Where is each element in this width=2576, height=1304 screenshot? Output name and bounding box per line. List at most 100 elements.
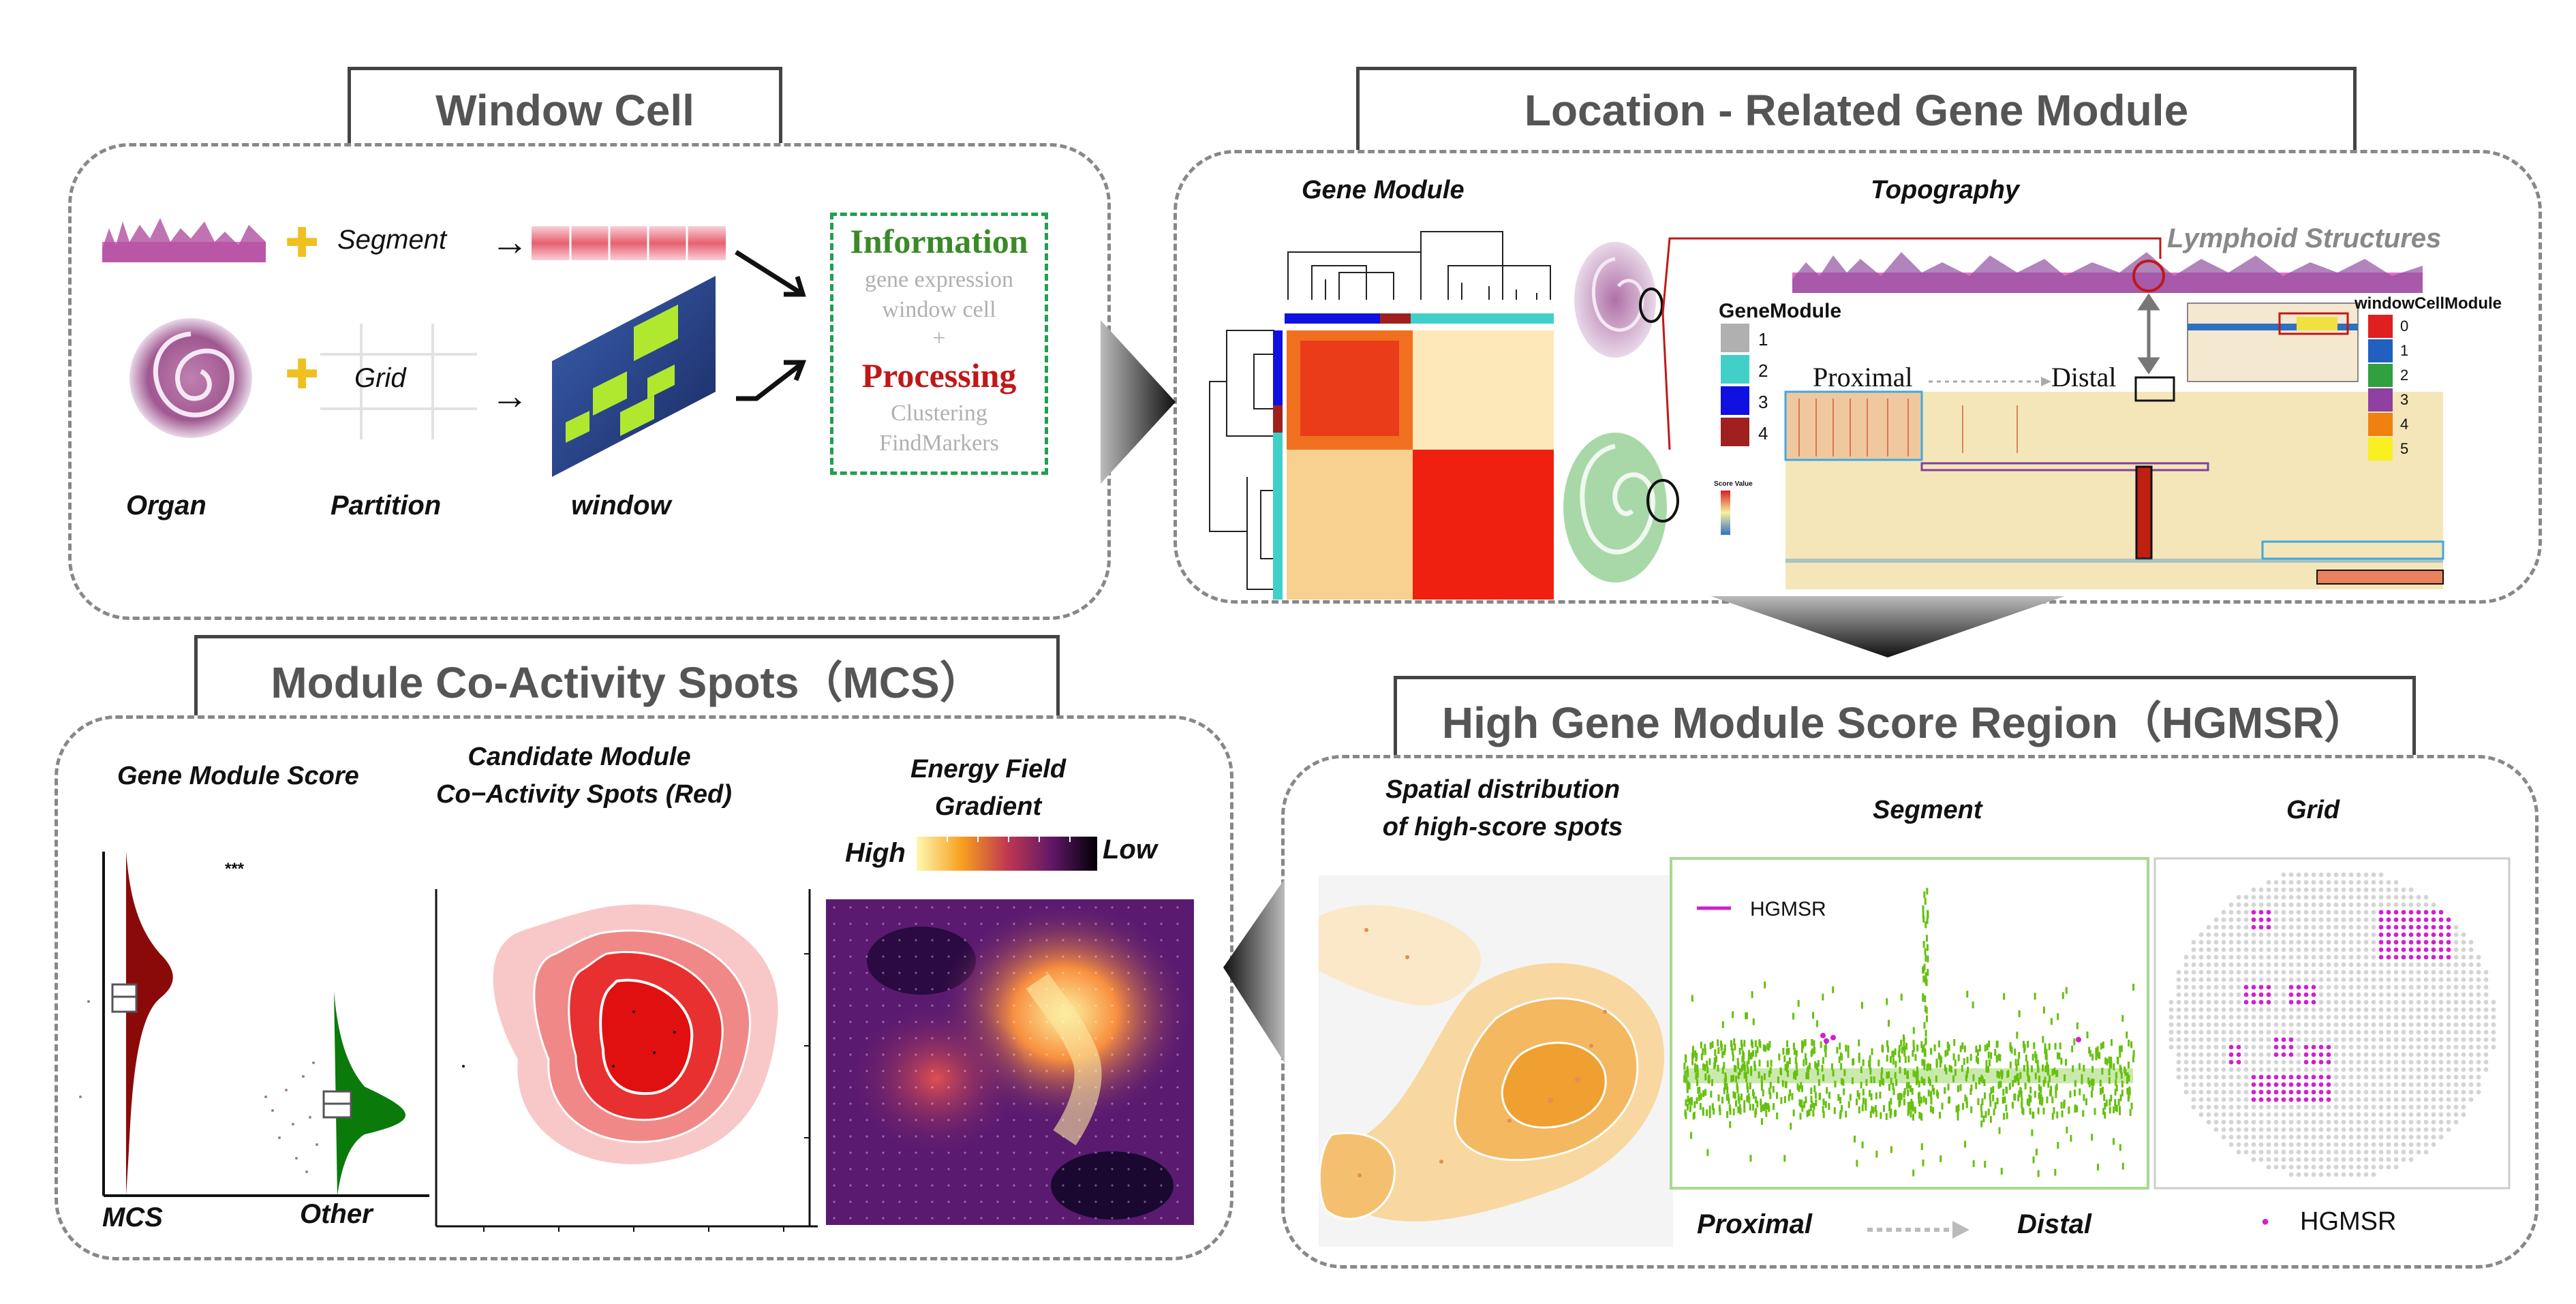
grid-spot xyxy=(2168,999,2174,1005)
field-vector xyxy=(865,1086,868,1089)
grid-spot xyxy=(2423,1142,2429,1147)
grid-spot xyxy=(2318,947,2324,952)
grid-spot xyxy=(2318,992,2324,997)
segment-point xyxy=(1907,1055,1910,1063)
grid-spot xyxy=(2266,1127,2271,1132)
grid-spot xyxy=(2371,1067,2376,1072)
field-vector xyxy=(964,1151,966,1154)
field-vector xyxy=(898,1168,901,1170)
segment-point xyxy=(1786,1061,1789,1069)
grid-spot xyxy=(2273,1029,2279,1035)
grid-spot xyxy=(2236,1007,2241,1012)
grid-spot xyxy=(2356,910,2361,915)
field-vector xyxy=(1078,1217,1081,1220)
grid-spot xyxy=(2326,1029,2331,1035)
field-vector xyxy=(833,1086,835,1089)
field-vector xyxy=(1144,1135,1146,1138)
grid-spot xyxy=(2333,947,2339,952)
grid-spot xyxy=(2303,932,2309,937)
grid-spot xyxy=(2438,1112,2444,1117)
grid-spot xyxy=(2296,1044,2301,1050)
grid-spot xyxy=(2393,1127,2399,1132)
segment-point xyxy=(2010,1046,2013,1054)
grid-spot xyxy=(2288,977,2294,982)
field-vector xyxy=(882,1200,885,1203)
segment-point xyxy=(1750,1039,1753,1046)
grid-spot xyxy=(2356,1082,2361,1087)
grid-spot xyxy=(2378,999,2384,1005)
field-vector xyxy=(833,1168,835,1170)
high-label: High xyxy=(845,838,906,868)
segment-point xyxy=(1726,1087,1729,1094)
segment-point xyxy=(1813,1046,1816,1054)
grid-spot xyxy=(2363,1014,2369,1020)
grid-spot xyxy=(2371,910,2376,915)
grid-spot xyxy=(2363,1037,2369,1042)
grid-spot xyxy=(2206,1014,2211,1020)
grid-spot xyxy=(2281,1067,2286,1072)
field-vector xyxy=(1176,1053,1179,1056)
segment-point xyxy=(1926,888,1929,895)
segment-point xyxy=(2098,1052,2101,1059)
segment-point xyxy=(1763,1104,1766,1111)
grid-spot xyxy=(2468,954,2474,960)
grid-spot xyxy=(2468,1044,2474,1050)
segment-point xyxy=(1798,1085,1800,1092)
grid-spot xyxy=(2341,1059,2346,1065)
grid-hgmsr-spot xyxy=(2266,1097,2271,1102)
grid-spot xyxy=(2176,1037,2181,1042)
grid-hgmsr-spot xyxy=(2236,1052,2241,1057)
grid-hgmsr-spot xyxy=(2408,925,2414,930)
grid-spot xyxy=(2183,992,2189,997)
grid-hgmsr-spot xyxy=(2378,917,2384,922)
grid-spot xyxy=(2468,1082,2474,1087)
field-vector xyxy=(1111,1168,1114,1170)
segment-point xyxy=(2117,1098,2120,1106)
grid-spot xyxy=(2333,977,2339,982)
grid-hgmsr-spot xyxy=(2401,917,2406,922)
grid-spot xyxy=(2363,1149,2369,1155)
grid-spot xyxy=(2371,1044,2376,1050)
grid-spot xyxy=(2408,1022,2414,1027)
segment-point xyxy=(1957,1113,1959,1121)
proximal-distal-arrow-bottom xyxy=(1867,1221,1969,1239)
segment-point xyxy=(1992,1086,1995,1093)
field-vector xyxy=(1176,1021,1179,1023)
segment-point xyxy=(1916,1066,1918,1074)
grid-spot xyxy=(2341,1157,2346,1162)
grid-spot xyxy=(2326,1037,2331,1042)
segment-point xyxy=(1924,995,1927,1002)
grid-spot xyxy=(2371,992,2376,997)
grid-spot xyxy=(2228,1082,2234,1087)
grid-spot xyxy=(2296,925,2301,930)
grid-hgmsr-spot xyxy=(2266,992,2271,997)
grid-spot xyxy=(2453,1074,2459,1080)
grid-spot xyxy=(2288,947,2294,952)
field-vector xyxy=(996,906,999,909)
segment-point xyxy=(1736,1086,1739,1093)
segment-point xyxy=(2044,1043,2046,1051)
grid-spot xyxy=(2326,1164,2331,1170)
grid-spot xyxy=(2333,1134,2339,1140)
segment-point xyxy=(2114,1088,2117,1096)
grid-spot xyxy=(2213,984,2219,990)
grid-spot xyxy=(2333,1172,2339,1177)
grid-spot xyxy=(2303,954,2309,960)
grid-spot xyxy=(2356,1119,2361,1125)
field-vector xyxy=(1062,1004,1064,1007)
grid-spot xyxy=(2191,1074,2196,1080)
grid-spot xyxy=(2318,954,2324,960)
grid-spot xyxy=(2168,1029,2174,1035)
grid-spot xyxy=(2281,880,2286,885)
grid-spot xyxy=(2243,1097,2249,1102)
segment-point xyxy=(2014,1075,2017,1083)
field-vector xyxy=(996,1102,999,1105)
segment-point xyxy=(1944,1050,1947,1057)
grid-spot xyxy=(2468,1089,2474,1095)
segment-point xyxy=(1726,1093,1728,1101)
grid-spot xyxy=(2296,1149,2301,1155)
field-vector xyxy=(1078,1200,1081,1203)
grid-hgmsr-spot xyxy=(2251,917,2256,922)
grid-spot xyxy=(2303,1022,2309,1027)
segment-point xyxy=(1739,1107,1742,1115)
